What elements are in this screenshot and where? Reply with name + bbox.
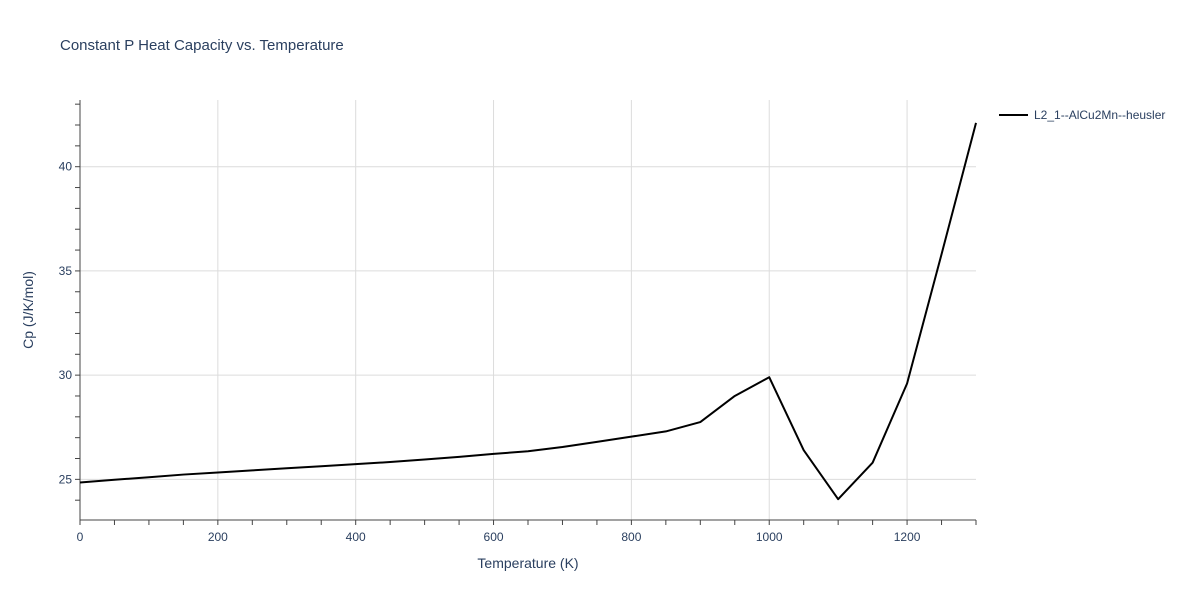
series-layer: [79, 122, 977, 501]
legend-label-series-1: L2_1--AlCu2Mn--heusler: [1034, 108, 1165, 122]
x-tick-label: 1200: [894, 530, 921, 544]
y-tick-label: 35: [59, 264, 73, 278]
chart-title: Constant P Heat Capacity vs. Temperature: [60, 37, 344, 54]
gridlines: [80, 100, 976, 520]
x-tick-label: 800: [621, 530, 641, 544]
x-tick-label: 200: [208, 530, 228, 544]
x-tick-label: 400: [346, 530, 366, 544]
y-tick-label: 30: [59, 368, 73, 382]
legend[interactable]: L2_1--AlCu2Mn--heusler: [999, 108, 1165, 122]
axes: 0 200 400 600 800 1000 1200 25 30 35 40: [59, 100, 977, 544]
y-tick-label: 25: [59, 472, 73, 486]
y-axis-title: Cp (J/K/mol): [20, 271, 36, 349]
y-tick-label: 40: [59, 160, 73, 174]
x-axis-title: Temperature (K): [477, 555, 578, 571]
x-tick-label: 1000: [756, 530, 783, 544]
x-tick-label: 600: [484, 530, 504, 544]
series-line-1: [79, 122, 977, 501]
x-tick-label: 0: [77, 530, 84, 544]
